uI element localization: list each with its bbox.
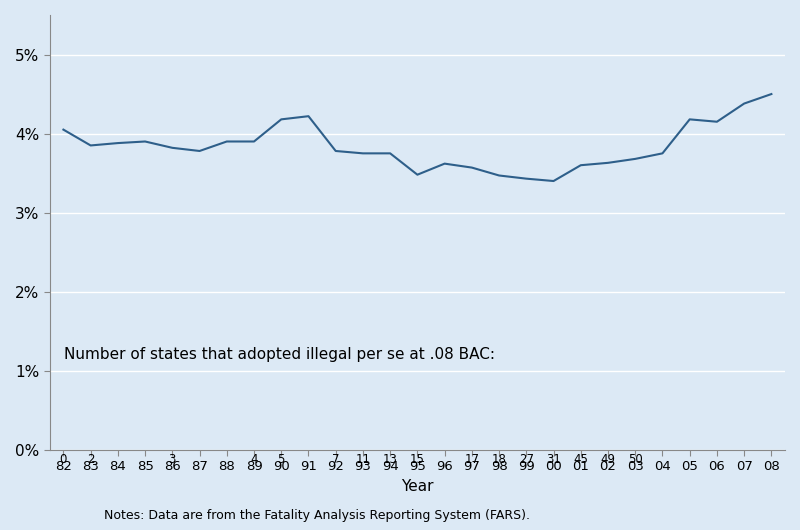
Text: Number of states that adopted illegal per se at .08 BAC:: Number of states that adopted illegal pe…	[65, 347, 495, 361]
Text: 11: 11	[355, 453, 370, 466]
Text: Notes: Data are from the Fatality Analysis Reporting System (FARS).: Notes: Data are from the Fatality Analys…	[104, 509, 530, 523]
Text: 49: 49	[601, 453, 615, 466]
Text: 27: 27	[519, 453, 534, 466]
Text: 5: 5	[278, 453, 285, 466]
Text: 7: 7	[332, 453, 339, 466]
Text: 18: 18	[492, 453, 506, 466]
Text: 17: 17	[464, 453, 479, 466]
Text: 15: 15	[410, 453, 425, 466]
Text: 45: 45	[574, 453, 588, 466]
Text: 0: 0	[60, 453, 67, 466]
Text: 31: 31	[546, 453, 561, 466]
Text: 3: 3	[169, 453, 176, 466]
Text: 2: 2	[87, 453, 94, 466]
Text: 50: 50	[628, 453, 642, 466]
Text: 13: 13	[382, 453, 398, 466]
Text: 4: 4	[250, 453, 258, 466]
X-axis label: Year: Year	[401, 479, 434, 494]
